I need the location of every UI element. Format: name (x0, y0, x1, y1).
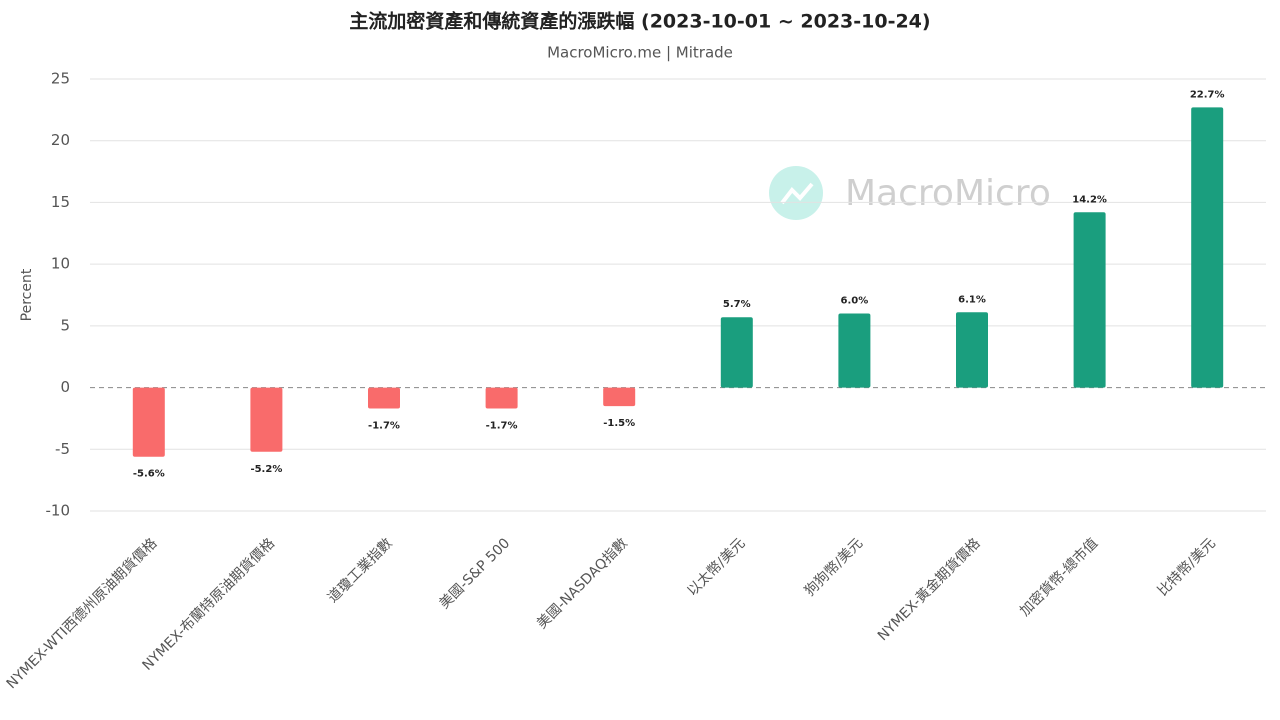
x-tick-label: NYMEX-布蘭特原油期貨價格 (139, 535, 278, 674)
bar (485, 387, 518, 409)
x-tick-label: 道瓊工業指數 (325, 535, 396, 606)
watermark: MacroMicro (845, 173, 1051, 214)
x-tick-label: NYMEX-黃金期貨價格 (874, 535, 984, 645)
value-label: 22.7% (1190, 89, 1225, 100)
watermark-icon (780, 182, 814, 205)
y-tick-label: 0 (60, 378, 70, 396)
x-tick-label: 狗狗幣/美元 (802, 535, 866, 599)
bar (250, 387, 283, 452)
bar (603, 387, 636, 407)
y-axis-label: Percent (19, 268, 35, 321)
value-label: 6.0% (841, 296, 869, 307)
x-tick-label: 美國-NASDAQ指數 (534, 535, 631, 632)
chart-subtitle: MacroMicro.me | Mitrade (547, 44, 733, 62)
y-tick-label: 25 (51, 70, 70, 88)
x-tick-label: 以太幣/美元 (684, 535, 748, 599)
chart-title: 主流加密資產和傳統資產的漲跌幅 (2023-10-01 ~ 2023-10-24… (349, 10, 930, 33)
y-tick-label: -10 (46, 502, 71, 520)
x-tick-label: 加密貨幣-總市值 (1016, 535, 1101, 620)
value-label: -5.6% (133, 469, 165, 480)
value-label: 14.2% (1072, 194, 1107, 205)
bar (1073, 212, 1106, 388)
bar (838, 313, 871, 388)
value-label: -5.2% (250, 464, 282, 475)
y-tick-label: 20 (51, 131, 70, 149)
y-tick-label: 15 (51, 193, 70, 211)
value-label: -1.5% (603, 418, 635, 429)
bar (720, 317, 753, 388)
x-tick-label: NYMEX-WTI西德州原油期貨價格 (3, 535, 161, 693)
bar (956, 312, 988, 388)
bar (1191, 107, 1224, 388)
value-label: 6.1% (958, 294, 986, 305)
bar (368, 387, 400, 409)
bar (132, 387, 165, 457)
y-tick-label: 10 (51, 255, 70, 273)
x-tick-label: 比特幣/美元 (1155, 535, 1219, 599)
value-label: -1.7% (368, 421, 400, 432)
x-tick-label: 美國-S&P 500 (437, 535, 514, 612)
y-tick-label: -5 (55, 440, 70, 458)
y-tick-label: 5 (60, 316, 70, 334)
value-label: -1.7% (486, 421, 518, 432)
value-label: 5.7% (723, 299, 751, 310)
